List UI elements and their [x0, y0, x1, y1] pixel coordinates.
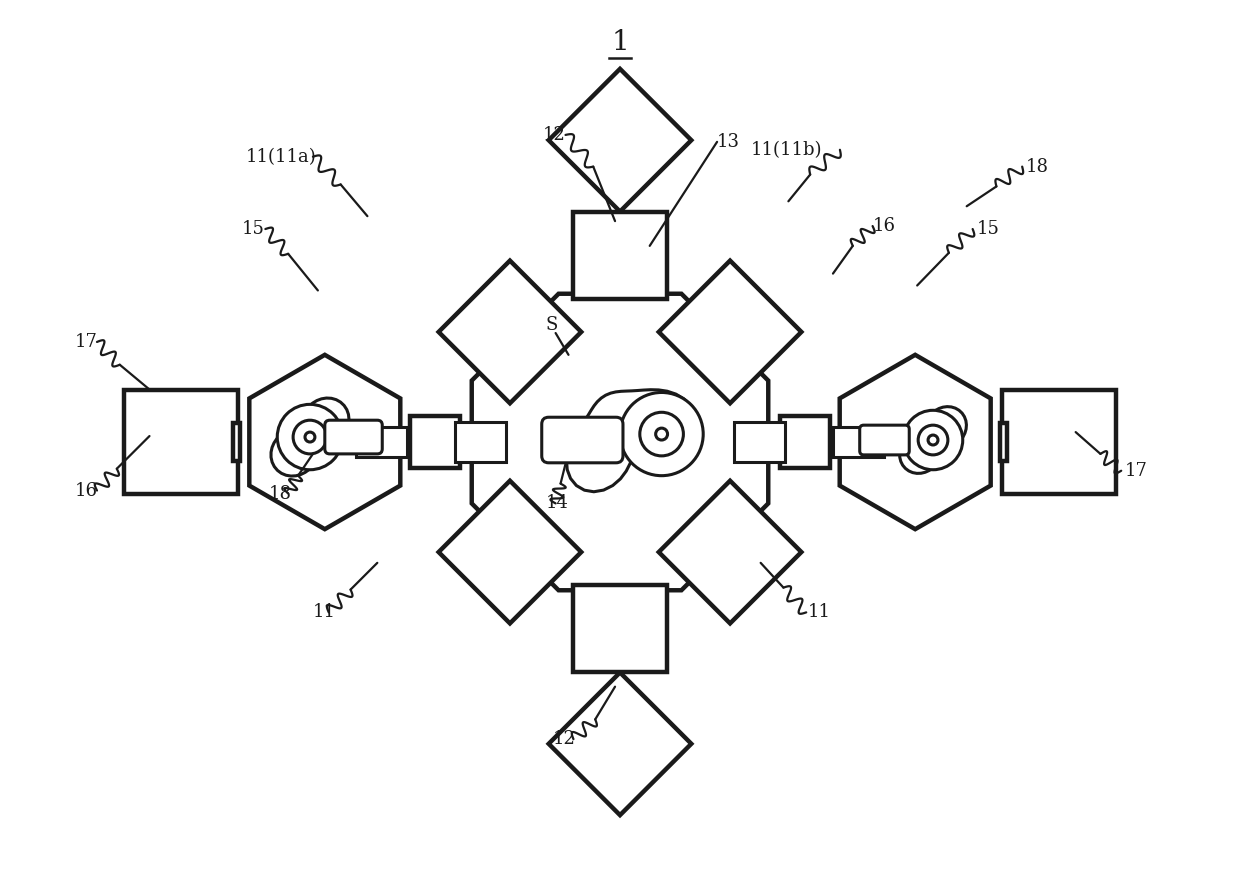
- Circle shape: [903, 410, 962, 469]
- FancyBboxPatch shape: [325, 420, 382, 453]
- Text: 12: 12: [543, 126, 565, 144]
- Polygon shape: [839, 354, 991, 530]
- Bar: [356, 427, 407, 457]
- Bar: [833, 427, 884, 457]
- Circle shape: [640, 412, 683, 456]
- Circle shape: [278, 404, 342, 469]
- FancyBboxPatch shape: [542, 417, 622, 463]
- Bar: [573, 211, 667, 299]
- Text: 1: 1: [611, 28, 629, 56]
- Text: 16: 16: [76, 482, 98, 499]
- Polygon shape: [548, 673, 692, 815]
- Bar: [573, 585, 667, 673]
- FancyBboxPatch shape: [859, 425, 909, 455]
- Text: 14: 14: [546, 494, 569, 513]
- Text: 17: 17: [1125, 461, 1148, 480]
- Bar: [1001, 423, 1007, 461]
- Polygon shape: [658, 481, 801, 623]
- Polygon shape: [548, 69, 692, 211]
- Text: 15: 15: [977, 220, 999, 238]
- Text: 12: 12: [553, 730, 575, 748]
- Circle shape: [656, 428, 667, 440]
- Bar: [124, 390, 238, 494]
- Bar: [410, 416, 460, 468]
- Bar: [780, 416, 830, 468]
- Circle shape: [928, 435, 937, 445]
- Text: 11: 11: [312, 604, 336, 621]
- Text: 11(11a): 11(11a): [246, 148, 316, 165]
- Polygon shape: [658, 261, 801, 403]
- Bar: [1002, 390, 1116, 494]
- Polygon shape: [439, 481, 582, 623]
- Bar: [327, 425, 377, 449]
- Bar: [734, 423, 785, 461]
- Bar: [233, 423, 239, 461]
- Text: S: S: [546, 316, 558, 334]
- Text: 11: 11: [808, 604, 831, 621]
- Text: 16: 16: [873, 217, 895, 235]
- Circle shape: [620, 392, 703, 476]
- Bar: [455, 423, 506, 461]
- Text: 13: 13: [717, 133, 740, 151]
- Text: 17: 17: [76, 333, 98, 351]
- Circle shape: [918, 425, 947, 455]
- Bar: [864, 428, 908, 452]
- Polygon shape: [439, 261, 582, 403]
- Text: 15: 15: [242, 220, 264, 238]
- Text: 18: 18: [1027, 157, 1049, 176]
- Circle shape: [305, 432, 315, 442]
- Bar: [547, 424, 618, 456]
- Text: 18: 18: [268, 484, 291, 502]
- Circle shape: [293, 420, 327, 453]
- Polygon shape: [249, 354, 401, 530]
- Polygon shape: [471, 293, 769, 591]
- Text: 11(11b): 11(11b): [750, 141, 822, 159]
